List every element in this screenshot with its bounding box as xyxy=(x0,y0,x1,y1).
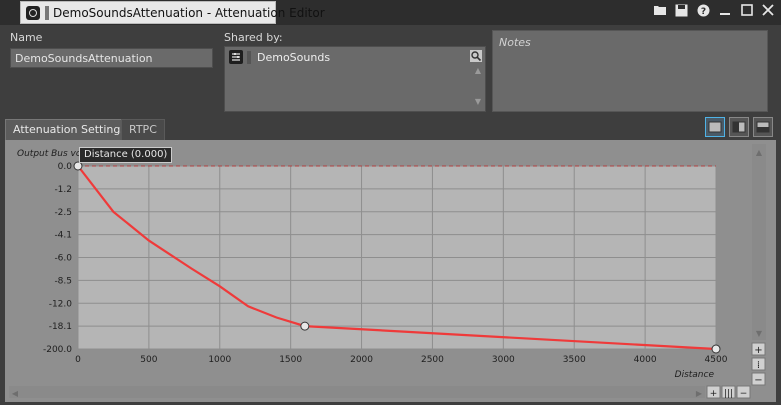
scroll-up-icon[interactable]: ▲ xyxy=(756,148,763,157)
y-axis-label: Output Bus vo xyxy=(17,149,82,159)
name-label: Name xyxy=(10,31,43,44)
zoom-in-x-icon[interactable]: + xyxy=(710,389,718,399)
zoom-out-button[interactable] xyxy=(751,372,766,386)
x-axis-label: Distance xyxy=(675,370,715,380)
x-tick-label: 0 xyxy=(75,355,81,365)
scroll-down-icon[interactable]: ▼ xyxy=(756,329,763,338)
name-field[interactable]: DemoSoundsAttenuation xyxy=(10,48,213,68)
window-title: DemoSoundsAttenuation - Attenuation Edit… xyxy=(53,6,325,20)
x-tick-label: 1500 xyxy=(279,355,302,365)
zoom-out-x-button[interactable] xyxy=(736,385,751,399)
save-icon[interactable] xyxy=(673,4,689,20)
x-tick-label: 4500 xyxy=(705,355,728,365)
zoom-in-icon[interactable]: + xyxy=(754,345,762,356)
vertical-scrollbar[interactable] xyxy=(752,144,766,340)
attenuation-icon xyxy=(26,6,40,20)
fit-vertical-icon[interactable]: ⁞ xyxy=(757,360,760,371)
fit-vertical-button[interactable] xyxy=(751,357,766,371)
y-tick-label: 0.0 xyxy=(58,162,73,172)
x-tick-label: 1000 xyxy=(208,355,231,365)
title-bar: DemoSoundsAttenuation - Attenuation Edit… xyxy=(0,0,781,25)
search-icon[interactable] xyxy=(470,50,482,62)
actor-mixer-icon xyxy=(229,50,243,64)
x-tick-label: 3500 xyxy=(563,355,586,365)
tab-rtpc[interactable]: RTPC xyxy=(121,119,165,140)
y-tick-label: -12.0 xyxy=(49,299,73,309)
shared-item-label: DemoSounds xyxy=(257,51,331,64)
minimize-icon[interactable] xyxy=(717,4,733,20)
x-tick-label: 4000 xyxy=(634,355,657,365)
fit-horizontal-button[interactable] xyxy=(721,385,736,399)
split-vertical-button[interactable] xyxy=(729,117,749,137)
attenuation-graph-panel: 0 500 1000 1500 2000 2500 3000 3500 4000 4500 0.0 -… xyxy=(5,140,776,402)
tab-attenuation-settings[interactable]: Attenuation Settings xyxy=(5,119,135,140)
notes-field[interactable]: Notes xyxy=(492,30,768,112)
curve-control-point[interactable] xyxy=(300,321,310,331)
scroll-left-icon[interactable]: ◀ xyxy=(12,389,19,398)
fit-horizontal-icon[interactable]: ||| xyxy=(724,389,733,399)
attenuation-curve-chart[interactable]: 0 500 1000 1500 2000 2500 3000 3500 4000 4500 0.0 -… xyxy=(5,140,776,402)
y-tick-label: -4.1 xyxy=(54,231,72,241)
color-marker-icon xyxy=(247,51,251,64)
close-icon[interactable] xyxy=(760,4,776,20)
shared-by-label: Shared by: xyxy=(224,31,283,44)
y-tick-label: -18.1 xyxy=(49,322,72,332)
y-tick-label: -200.0 xyxy=(43,345,72,355)
editor-tabs: Attenuation Settings RTPC xyxy=(0,118,781,140)
x-tick-label: 2000 xyxy=(350,355,373,365)
help-icon[interactable]: ? xyxy=(695,4,711,20)
y-tick-label: -1.2 xyxy=(54,185,72,195)
zoom-in-button[interactable] xyxy=(751,342,766,356)
curve-control-point[interactable] xyxy=(711,344,721,354)
notes-placeholder: Notes xyxy=(499,36,531,49)
y-tick-label: -6.0 xyxy=(54,254,72,264)
split-horizontal-button[interactable] xyxy=(753,117,773,137)
window-tab[interactable]: DemoSoundsAttenuation - Attenuation Edit… xyxy=(20,1,325,24)
scroll-right-icon[interactable]: ▶ xyxy=(696,389,703,398)
y-tick-label: -8.5 xyxy=(54,276,72,286)
scroll-down-icon[interactable]: ▼ xyxy=(474,97,481,106)
attenuation-curve[interactable] xyxy=(77,165,717,351)
curve-control-point[interactable] xyxy=(73,161,83,171)
zoom-out-icon[interactable]: − xyxy=(754,375,762,386)
scroll-up-icon[interactable]: ▲ xyxy=(474,66,481,75)
x-tick-label: 2500 xyxy=(421,355,444,365)
shared-by-list[interactable]: DemoSounds ▲ ▼ xyxy=(224,46,486,112)
svg-text:?: ? xyxy=(700,7,705,17)
name-value: DemoSoundsAttenuation xyxy=(15,52,153,65)
color-marker-icon xyxy=(45,6,49,20)
single-view-button[interactable] xyxy=(705,117,725,137)
horizontal-scrollbar[interactable] xyxy=(9,386,705,398)
x-tick-label: 3000 xyxy=(492,355,515,365)
distance-tooltip: Distance (0.000) xyxy=(79,147,173,163)
zoom-in-x-button[interactable] xyxy=(706,385,721,399)
y-tick-label: -2.5 xyxy=(54,208,72,218)
zoom-out-x-icon[interactable]: − xyxy=(740,389,748,399)
folder-icon[interactable] xyxy=(652,4,668,20)
x-tick-label: 500 xyxy=(140,355,157,365)
maximize-icon[interactable] xyxy=(739,4,755,20)
